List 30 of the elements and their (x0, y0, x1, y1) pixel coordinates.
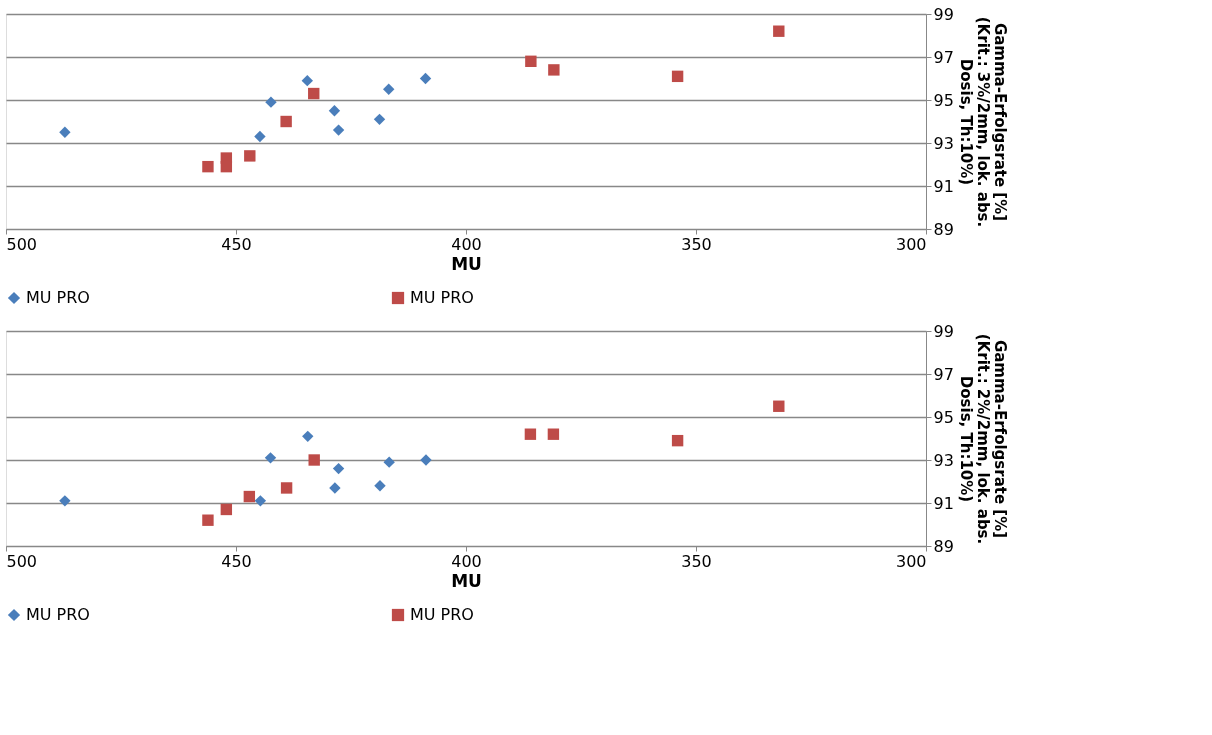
x-tick-label: 350 (681, 234, 712, 254)
x-tick-label: 350 (681, 551, 712, 571)
y-axis-title: Gamma-Erfolgsrate [%] (Krit.: 3%/2mm, lok. abs. Dosis, Th:10%) (956, 16, 1009, 228)
x-axis-title: MU (451, 570, 482, 591)
y-tick-label: 89 (933, 219, 954, 239)
x-tick-label: 450 (221, 234, 252, 254)
x-tick-label: 500 (6, 551, 38, 571)
y-tick-label: 95 (933, 407, 954, 427)
y-tick-label: 97 (933, 364, 954, 384)
y-tick-label: 91 (933, 176, 954, 196)
legend-label: MU PRO (26, 288, 90, 307)
x-tick-label: 500 (6, 234, 38, 254)
y-tick-label: 97 (933, 47, 954, 67)
x-tick-label: 400 (451, 551, 482, 571)
y-tick-label: 89 (933, 536, 954, 556)
y-tick-label: 99 (933, 4, 954, 24)
x-tick-label: 300 (895, 234, 927, 254)
legend-label: MU PRO (410, 605, 474, 624)
x-tick-label: 450 (221, 551, 252, 571)
y-tick-label: 91 (933, 493, 954, 513)
y-tick-label: 93 (933, 133, 954, 153)
legend-label: MU PRO (410, 288, 474, 307)
y-tick-label: 95 (933, 90, 954, 110)
x-tick-label: 400 (451, 234, 482, 254)
legend-label: MU PRO (26, 605, 90, 624)
y-tick-label: 93 (933, 450, 954, 470)
y-axis-title: Gamma-Erfolgsrate [%] (Krit.: 2%/2mm, lok. abs. Dosis, Th:10%) (956, 333, 1009, 545)
y-tick-label: 99 (933, 321, 954, 341)
x-tick-label: 300 (895, 551, 927, 571)
x-axis-title: MU (451, 253, 482, 274)
